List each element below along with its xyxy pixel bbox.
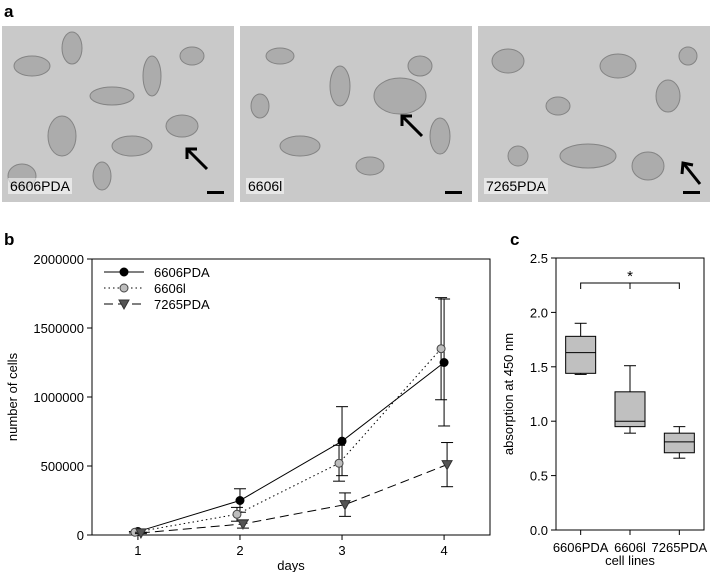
y-axis-label: number of cells [5,352,20,441]
significance-bracket [580,282,680,290]
box-body [663,432,695,454]
box-body [565,335,597,374]
x-tick-label: 4 [440,543,447,558]
y-tick-label: 0.5 [530,469,548,484]
y-tick-label: 1.5 [530,360,548,375]
growth-curve-chart: 0 500000 1000000 1500000 2000000 1 2 3 4 days numb… [5,252,491,572]
legend-label: 7265PDA [154,297,210,312]
y-tick-label: 1500000 [33,321,84,336]
x-tick-label: 2 [236,543,243,558]
arrow-icon [400,114,424,138]
cell-texture [250,47,451,176]
series-line [140,464,448,534]
y-tick-label: 2.0 [530,305,548,320]
x-axis-label: cell lines [605,553,655,568]
micrograph-label: 7265PDA [484,178,548,194]
data-point [436,344,446,354]
micrograph-6606pda: 6606PDA [2,26,234,202]
legend-label: 6606l [154,281,186,296]
x-axis-label: days [277,558,305,572]
box-7265PDA [663,426,695,459]
data-point [235,496,245,505]
box-6606PDA [565,322,597,375]
panel-letter-a: a [4,2,14,21]
data-point [118,299,130,311]
panel-letter-c: c [510,230,520,249]
x-tick-label: 7265PDA [652,540,708,555]
series-line [134,348,442,533]
arrow-icon [185,147,209,171]
data-point [135,528,147,539]
series-line [137,362,445,533]
micrograph-label: 6606l [246,178,285,194]
legend-label: 6606PDA [154,265,210,280]
plot-frame [91,258,491,536]
y-tick-label: 1000000 [33,390,84,405]
data-point [232,509,242,519]
box-6606l [614,365,646,434]
series-7265PDA [134,442,454,539]
micrograph-7265pda: 7265PDA [478,26,710,202]
y-tick-label: 0.0 [530,523,548,538]
y-tick-label: 0 [77,528,84,543]
cell-texture [491,46,698,181]
y-tick-label: 2000000 [33,252,84,267]
data-point [339,500,351,511]
data-point [441,460,453,471]
y-tick-label: 1.0 [530,414,548,429]
x-tick-label: 6606l [614,540,646,555]
x-tick-label: 1 [134,543,141,558]
scale-bar [207,191,224,194]
y-tick-label: 2.5 [530,251,548,266]
data-point [119,267,129,277]
series-6606PDA [131,298,451,537]
scale-bar [683,191,700,194]
scale-bar [445,191,462,194]
x-tick-label: 3 [338,543,345,558]
data-point [439,358,449,367]
significance-star: * [627,268,633,285]
y-axis-label: absorption at 450 nm [501,333,516,455]
panel-letter-b: b [4,230,15,249]
cell-texture [7,31,205,191]
absorption-boxplot: 0.0 0.5 1.0 1.5 2.0 2.5 absorption at 450 nm 66… [501,251,708,568]
data-point [119,283,129,293]
y-tick-label: 500000 [41,459,84,474]
data-point [334,458,344,468]
arrow-icon [680,161,702,185]
x-tick-label: 6606PDA [553,540,609,555]
data-point [337,436,347,446]
series-6606l [128,297,448,537]
micrograph-6606l: 6606l [240,26,472,202]
data-point [237,519,249,530]
micrograph-label: 6606PDA [8,178,72,194]
